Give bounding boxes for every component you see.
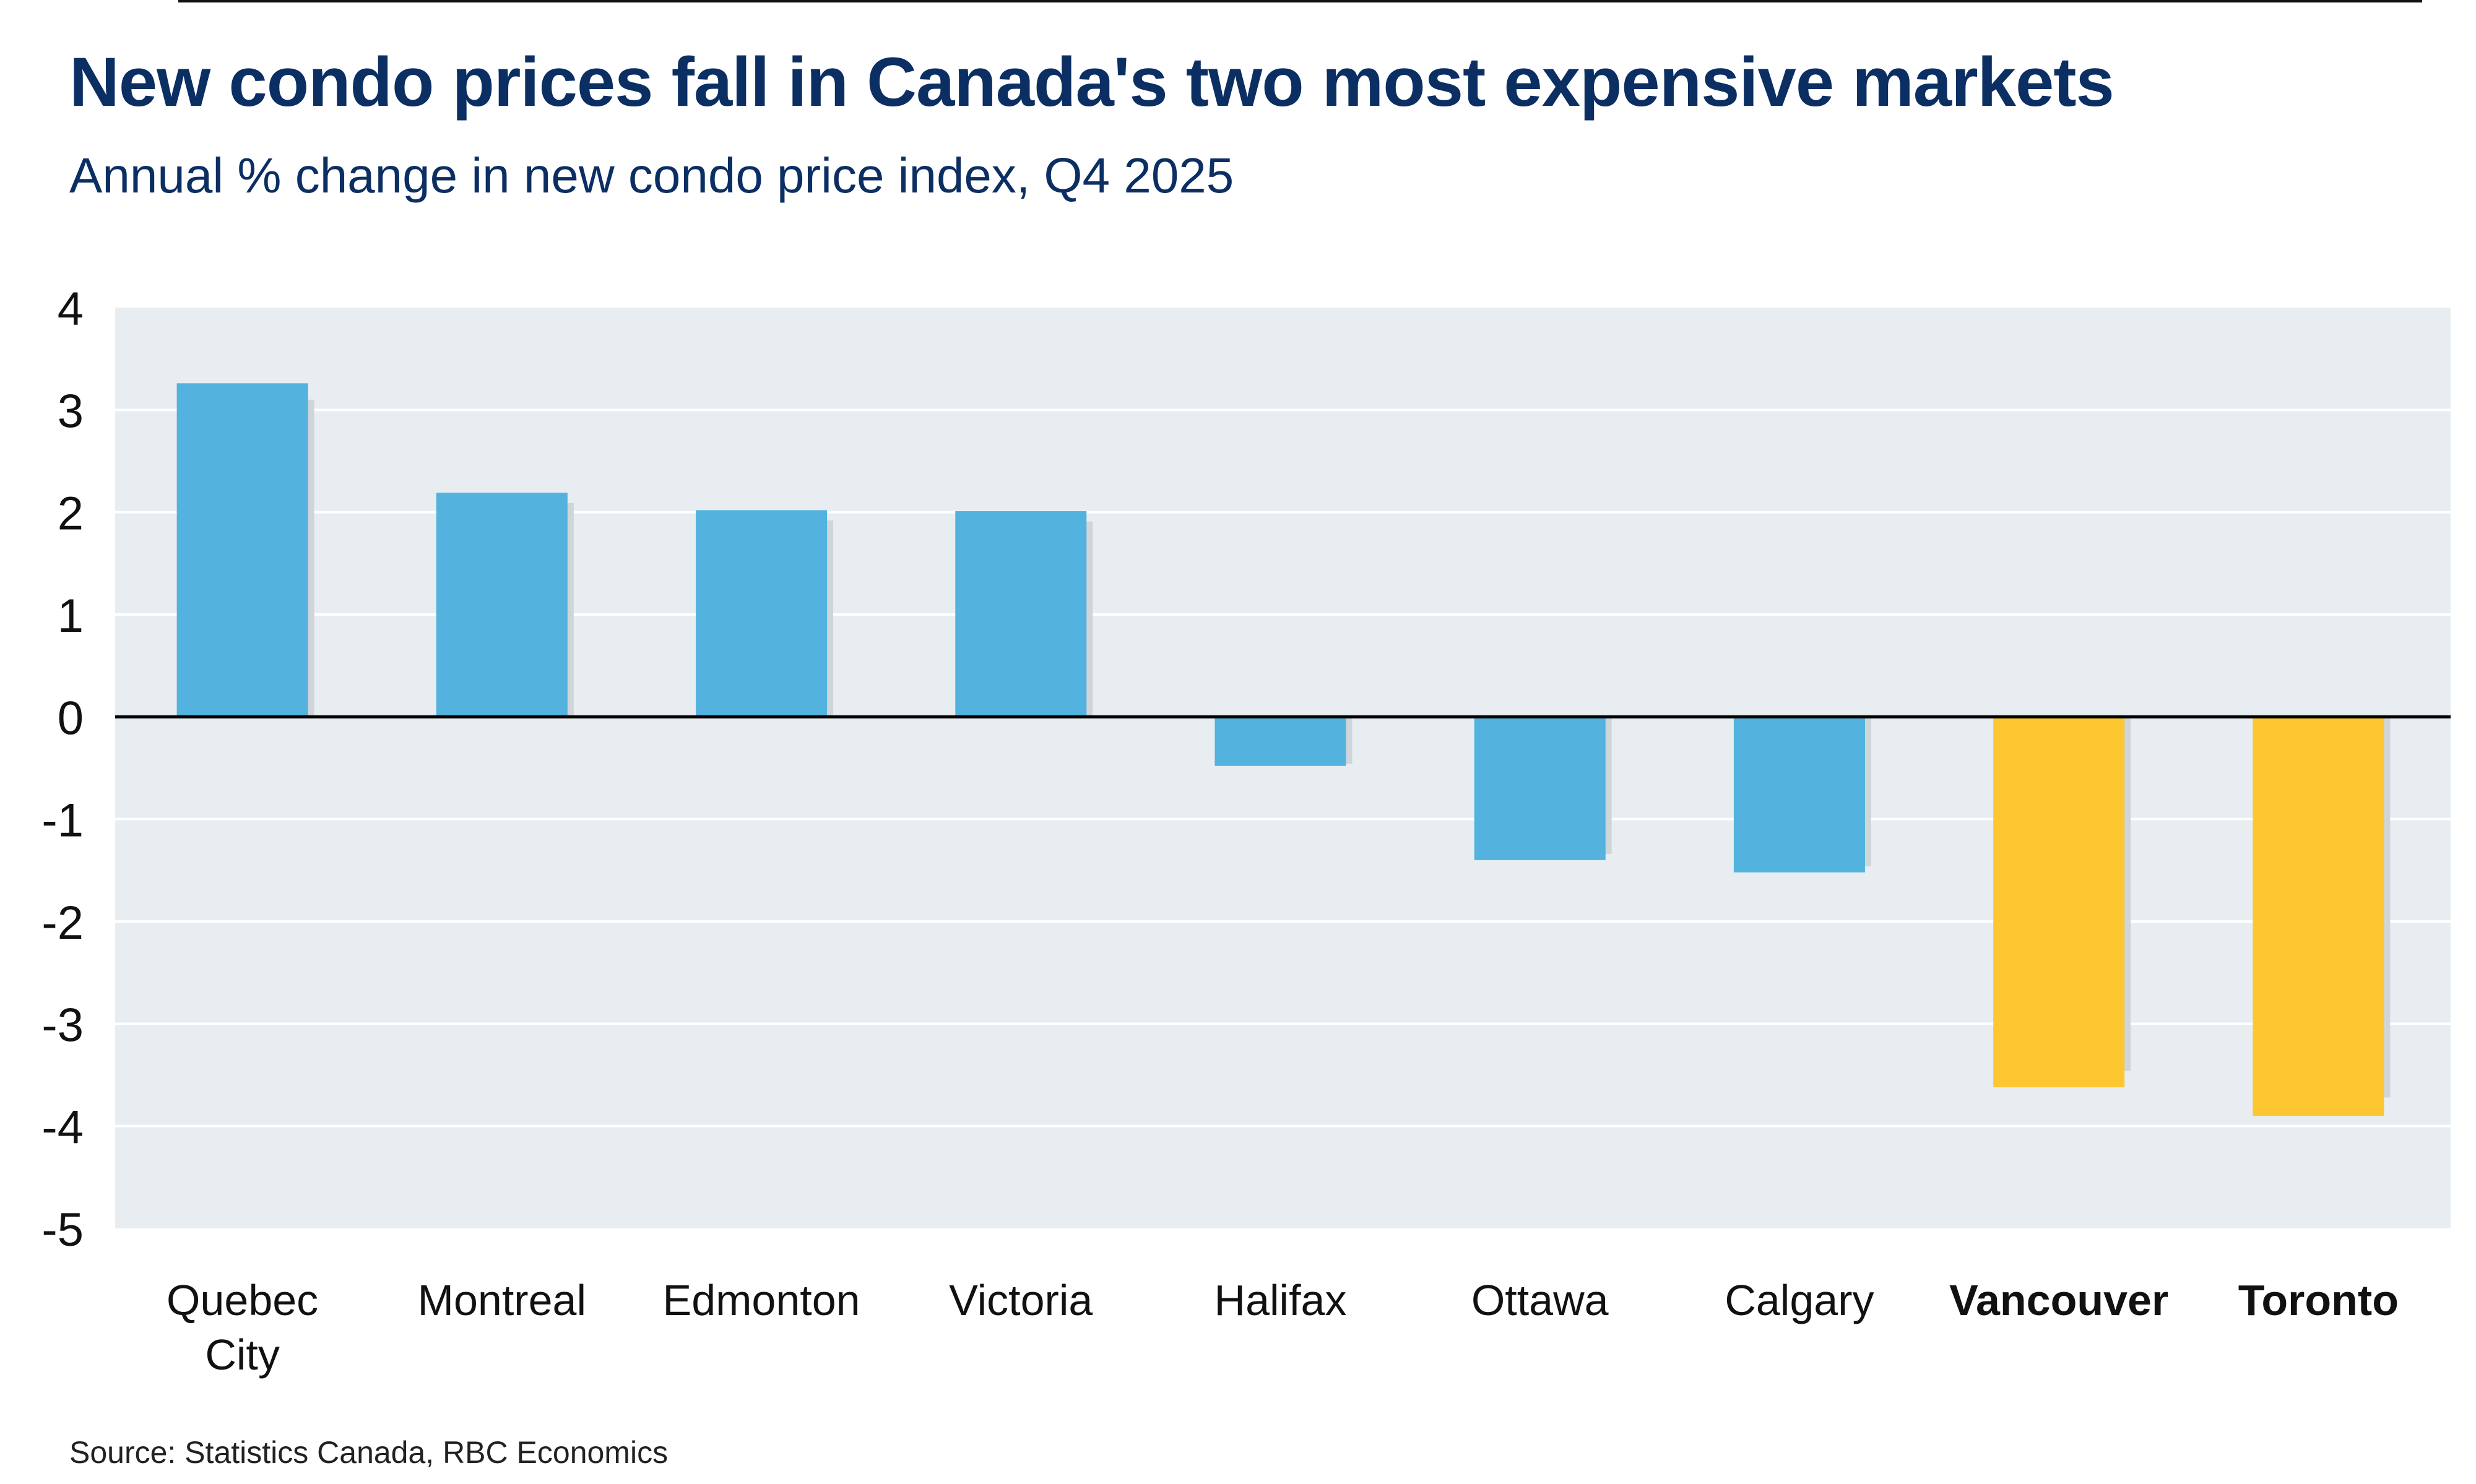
x-tick-label: Victoria: [949, 1276, 1093, 1324]
bar-vancouver: [1993, 717, 2125, 1087]
bar-halifax: [1214, 717, 1346, 766]
y-tick-label: -2: [41, 897, 84, 949]
x-tick-label: Montreal: [418, 1276, 586, 1324]
bar-montreal: [436, 493, 568, 717]
y-tick-label: -5: [41, 1204, 84, 1256]
bar-victoria: [955, 511, 1087, 717]
bar-calgary: [1733, 717, 1865, 873]
x-tick-label: City: [205, 1331, 280, 1379]
y-tick-label: 1: [58, 590, 84, 642]
y-axis-ticks: 4 3 2 1 0 -1 -2 -3 -4 -5: [41, 283, 84, 1256]
bars: [176, 383, 2384, 1116]
y-tick-label: -4: [41, 1102, 84, 1154]
y-tick-label: 2: [58, 488, 84, 540]
y-tick-label: 3: [58, 385, 84, 438]
bar-toronto: [2253, 717, 2384, 1116]
source-note: Source: Statistics Canada, RBC Economics: [69, 1435, 669, 1470]
bar-edmonton: [696, 510, 828, 717]
x-tick-label: Halifax: [1214, 1276, 1347, 1324]
x-tick-label: Calgary: [1725, 1276, 1874, 1324]
x-axis-labels: Quebec City Montreal Edmonton Victoria Halifa…: [167, 1276, 2399, 1379]
bar-quebec-city: [176, 383, 308, 717]
x-tick-label: Quebec: [167, 1276, 318, 1324]
y-tick-label: 4: [58, 283, 84, 335]
y-tick-label: -3: [41, 999, 84, 1051]
x-tick-label: Vancouver: [1949, 1276, 2168, 1324]
bar-ottawa: [1474, 717, 1606, 860]
x-tick-label: Ottawa: [1471, 1276, 1609, 1324]
y-tick-label: -1: [41, 795, 84, 847]
x-tick-label: Toronto: [2238, 1276, 2399, 1324]
chart-subtitle: Annual % change in new condo price index…: [69, 148, 1234, 203]
x-tick-label: Edmonton: [663, 1276, 860, 1324]
y-tick-label: 0: [58, 692, 84, 744]
top-rule: [178, 0, 2422, 2]
chart-title: New condo prices fall in Canada's two mo…: [69, 43, 2115, 121]
